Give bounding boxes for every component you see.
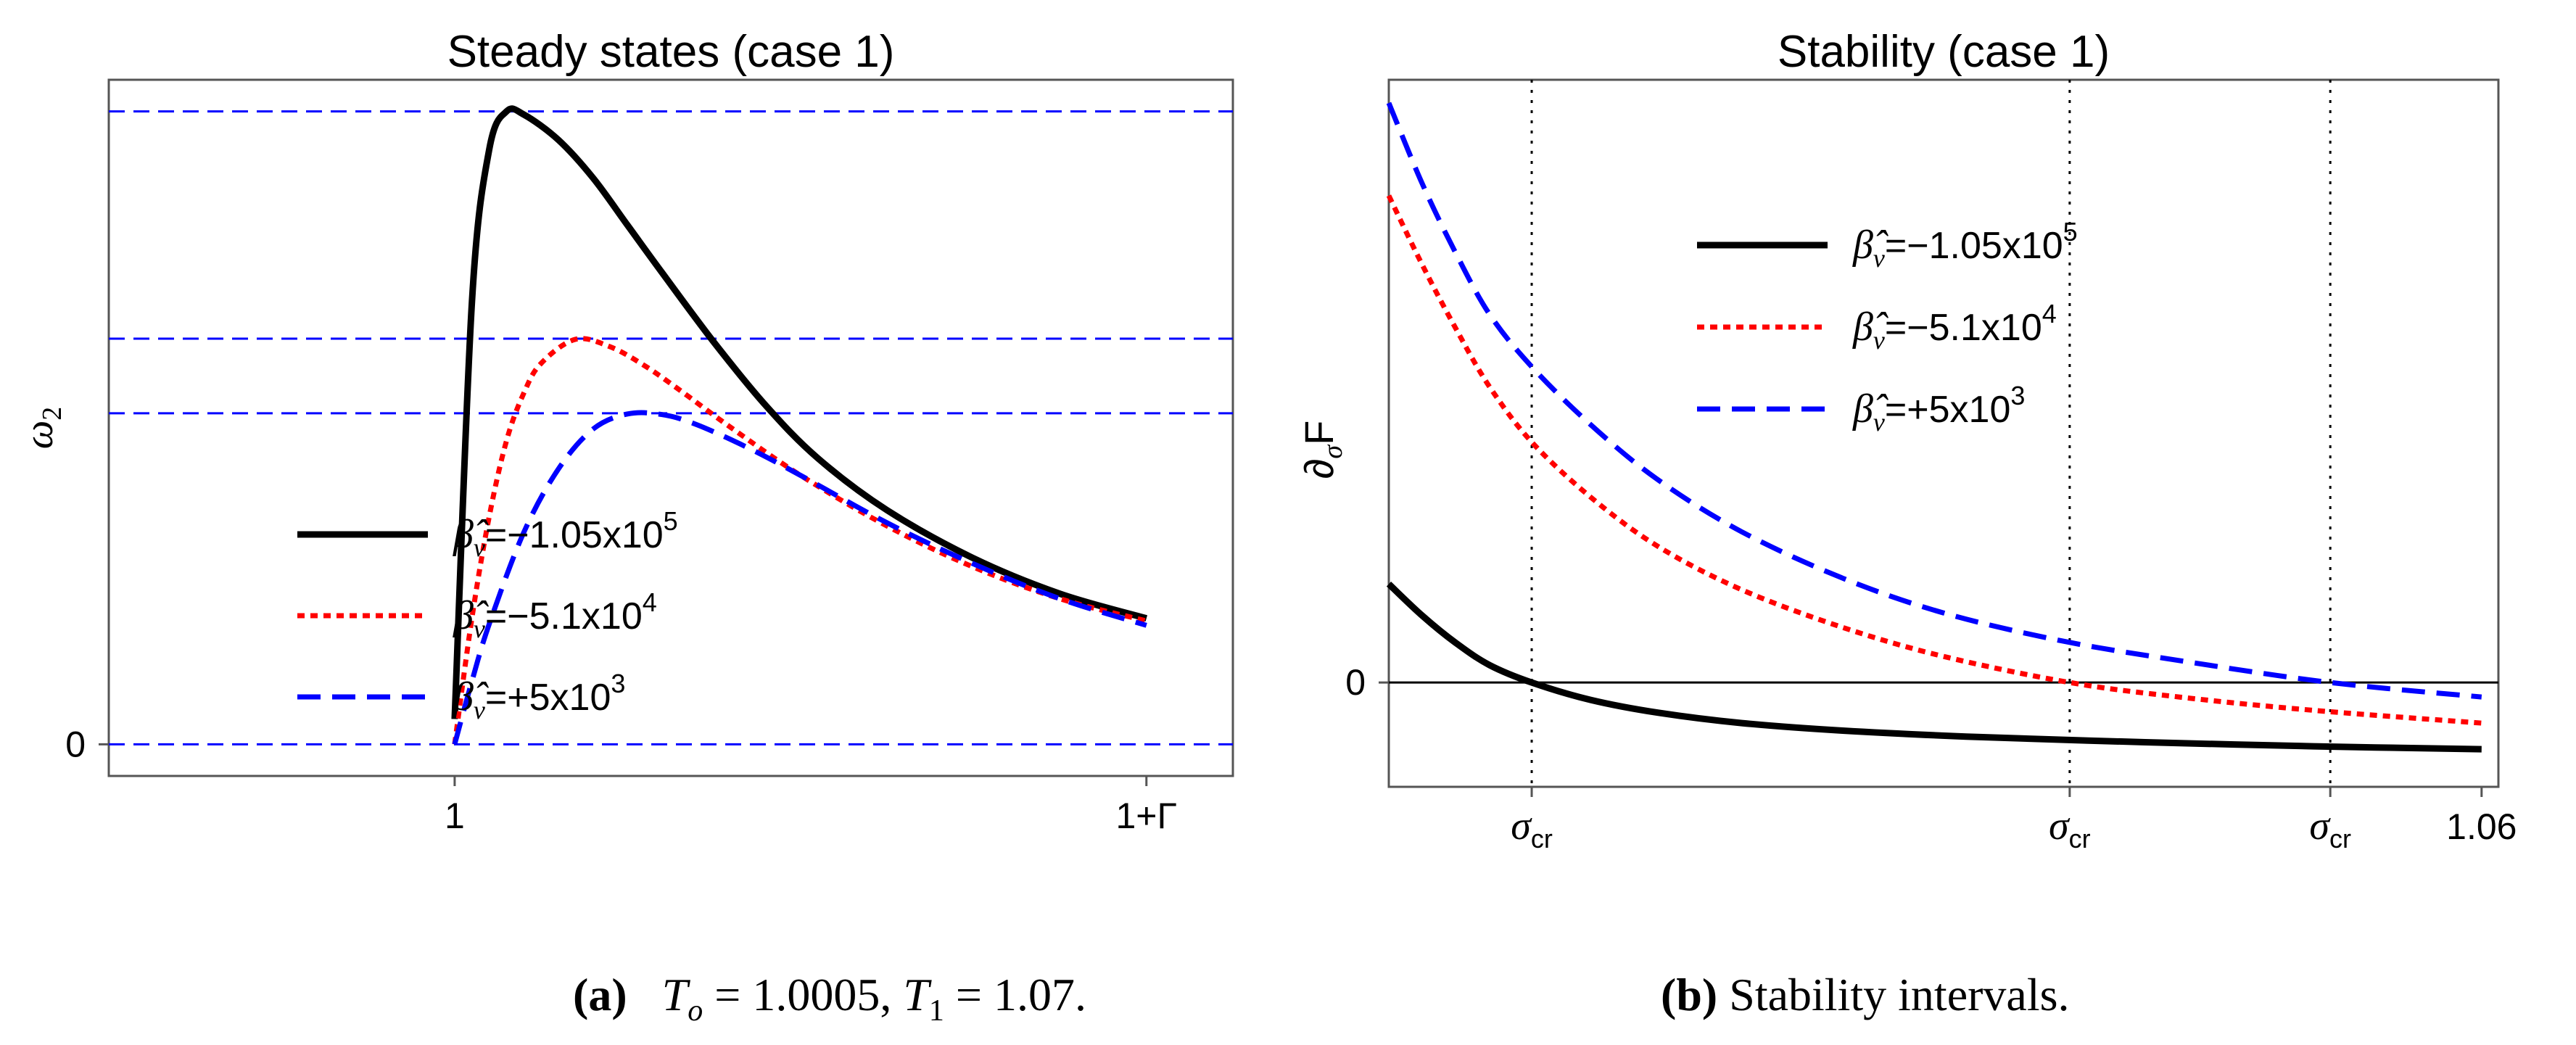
panel-a-series — [451, 105, 1148, 745]
x-tick-label: σcr — [1511, 804, 1553, 854]
panel-a-ylabel: ω2 — [17, 407, 67, 450]
ylabel-partial: ∂ — [1296, 459, 1342, 479]
caption-b-label: (b) — [1661, 969, 1718, 1020]
caption-a-t0-symbol: T — [661, 969, 688, 1020]
panel-b: Stability (case 1) σcr σcr σcr 1.06 0 ∂σF β̂… — [1296, 27, 2517, 854]
panel-a-frame — [107, 78, 1234, 777]
x-tick-label: 1+Γ — [1115, 796, 1177, 836]
caption-a-t1-symbol: T — [903, 969, 929, 1020]
series-line — [1386, 582, 2482, 753]
caption-a-label: (a) — [573, 969, 627, 1020]
panel-b-series — [1386, 102, 2482, 753]
panel-b-reference-lines — [1389, 80, 2498, 787]
panel-a-ticks: 1 1+Γ 0 — [65, 724, 1177, 836]
panel-b-ylabel: ∂σF — [1296, 421, 1348, 479]
panel-a-legend: β̂v=−1.05x105 β̂v=−5.1x104 β̂v=+5x103 — [297, 506, 678, 724]
legend-label: β̂v=+5x103 — [453, 669, 625, 724]
panel-a: Steady states (case 1) 1 1+Γ 0 ω2 β̂v=−1.0… — [17, 27, 1234, 836]
series-line — [1386, 102, 2482, 700]
legend-label: β̂v=−1.05x105 — [1852, 217, 2078, 273]
ylabel-F: F — [1296, 421, 1342, 445]
y-tick-label: 0 — [1345, 662, 1366, 703]
panel-a-title: Steady states (case 1) — [447, 27, 895, 77]
caption-a-t0-value: = 1.0005, — [703, 969, 904, 1020]
series-line — [451, 105, 1148, 719]
legend-label: β̂v=−5.1x104 — [1852, 299, 2057, 355]
caption-a-t1-sub: 1 — [928, 994, 944, 1028]
ylabel-omega: ω — [17, 421, 62, 450]
x-tick-label: 1 — [445, 796, 465, 836]
panel-b-ticks: σcr σcr σcr 1.06 0 — [1345, 662, 2517, 854]
x-tick-label: σcr — [2309, 804, 2351, 854]
ylabel-sub: σ — [1318, 445, 1348, 459]
series-line — [1386, 194, 2482, 726]
x-tick-label: σcr — [2049, 804, 2091, 854]
x-tick-label: 1.06 — [2446, 806, 2517, 847]
panel-b-frame — [1387, 78, 2500, 788]
caption-a-t0-sub: o — [688, 994, 703, 1028]
series-line — [452, 410, 1147, 745]
series-line — [452, 336, 1147, 745]
ylabel-sub: 2 — [37, 407, 67, 421]
legend-label: β̂v=−1.05x105 — [453, 506, 678, 562]
caption-b-text: Stability intervals. — [1717, 969, 2070, 1020]
caption-a-t1-value: = 1.07. — [944, 969, 1086, 1020]
panel-b-legend: β̂v=−1.05x105 β̂v=−5.1x104 β̂v=+5x103 — [1697, 217, 2078, 437]
caption-b: (b) Stability intervals. — [1661, 968, 2070, 1022]
caption-a: (a) To = 1.0005, T1 = 1.07. — [573, 968, 1086, 1028]
legend-label: β̂v=−5.1x104 — [453, 587, 657, 643]
panel-b-title: Stability (case 1) — [1778, 27, 2110, 77]
y-tick-label: 0 — [65, 724, 86, 764]
panel-a-reference-lines — [109, 110, 1233, 745]
legend-label: β̂v=+5x103 — [1852, 381, 2025, 437]
